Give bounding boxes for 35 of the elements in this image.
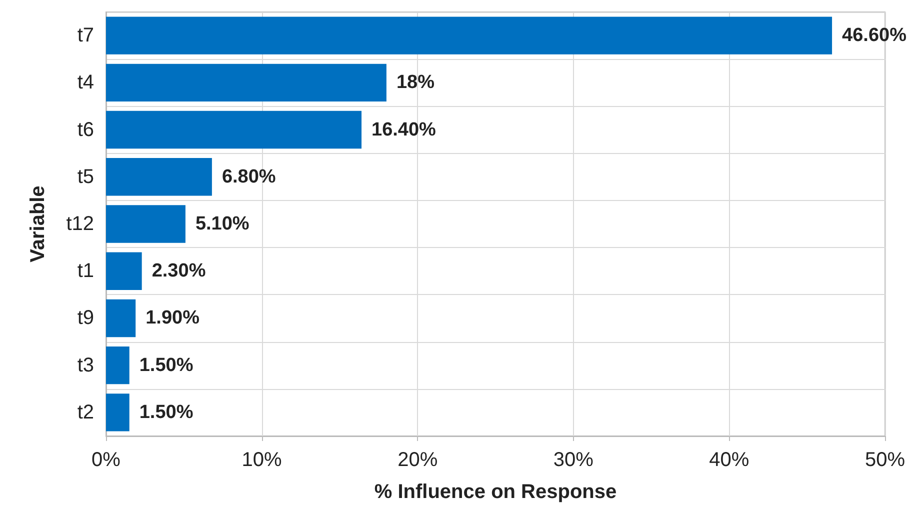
x-tick-label: 0% — [92, 449, 121, 471]
y-tick-label: t2 — [77, 401, 94, 424]
x-tick-label: 10% — [242, 449, 282, 471]
y-tick-label: t4 — [77, 72, 94, 94]
bar — [106, 16, 832, 54]
data-label: 6.80% — [222, 166, 276, 188]
x-axis-title: % Influence on Response — [374, 481, 617, 503]
data-label: 1.50% — [139, 354, 194, 376]
bar — [106, 205, 186, 243]
bar — [106, 110, 362, 149]
bar — [106, 64, 386, 102]
y-tick-label: t6 — [77, 118, 94, 141]
bar — [106, 158, 212, 196]
x-tick-label: 20% — [398, 449, 438, 471]
y-tick-label: t1 — [77, 260, 94, 282]
y-tick-label: t5 — [77, 166, 94, 188]
data-label: 1.50% — [139, 402, 194, 423]
bar — [106, 346, 130, 384]
bar — [106, 252, 142, 290]
data-label: 16.40% — [372, 119, 436, 140]
bar — [106, 299, 136, 338]
bar — [106, 394, 130, 432]
y-tick-label: t7 — [77, 24, 94, 47]
data-label: 46.60% — [842, 25, 907, 46]
data-label: 2.30% — [152, 260, 206, 282]
y-tick-label: t3 — [77, 354, 94, 376]
x-tick-label: 40% — [709, 449, 750, 471]
x-tick-label: 30% — [553, 449, 594, 471]
x-tick-label: 50% — [864, 449, 906, 471]
data-label: 5.10% — [195, 214, 250, 234]
y-axis-title: Variable — [27, 186, 49, 262]
data-label: 18% — [396, 72, 435, 94]
y-tick-label: t9 — [77, 307, 94, 330]
y-tick-label: t12 — [66, 213, 94, 235]
data-label: 1.90% — [146, 308, 200, 329]
